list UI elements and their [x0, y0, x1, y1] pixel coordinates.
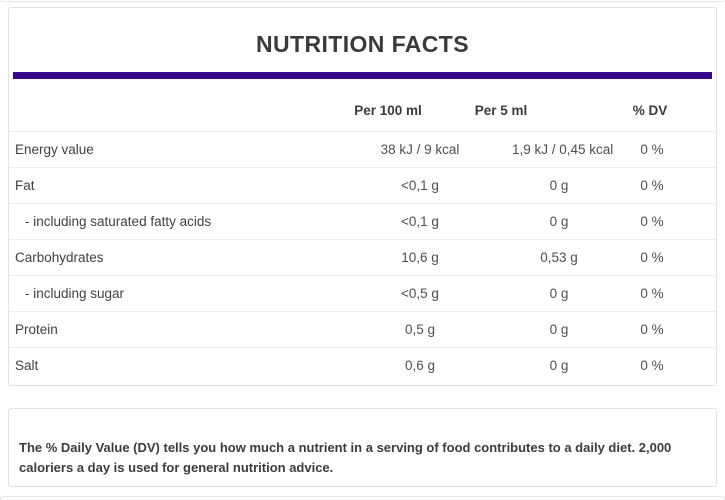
accent-bar [13, 72, 712, 79]
per-100ml-value: 38 kJ / 9 kcal [380, 142, 460, 157]
dv-value: 0 % [640, 358, 664, 373]
adjacent-card-top-edge [0, 0, 725, 2]
table-row: Salt 0,6 g 0 g 0 % [9, 347, 716, 383]
nutrient-label: Carbohydrates [15, 250, 104, 265]
nutrition-facts-card: NUTRITION FACTS Per 100 ml Per 5 ml % DV… [8, 7, 717, 386]
table-row: - including sugar <0,5 g 0 g 0 % [9, 275, 716, 311]
table-row: Energy value 38 kJ / 9 kcal 1,9 kJ / 0,4… [9, 131, 716, 167]
column-header-per-100ml: Per 100 ml [354, 102, 422, 118]
per-5ml-value: 0 g [549, 178, 569, 193]
daily-value-note-card: The % Daily Value (DV) tells you how muc… [8, 408, 717, 487]
per-100ml-value: 10,6 g [401, 250, 439, 265]
per-5ml-value: 0,53 g [540, 250, 578, 265]
per-100ml-value: <0,1 g [401, 214, 439, 229]
dv-value: 0 % [640, 214, 664, 229]
dv-value: 0 % [640, 142, 664, 157]
per-5ml-value: 0 g [549, 322, 569, 337]
per-100ml-value: 0,6 g [404, 358, 436, 373]
per-100ml-value: <0,1 g [401, 178, 439, 193]
per-5ml-value: 0 g [549, 214, 569, 229]
dv-value: 0 % [640, 178, 664, 193]
per-5ml-value: 0 g [549, 358, 569, 373]
column-header-per-5ml: Per 5 ml [474, 102, 528, 118]
dv-value: 0 % [640, 250, 664, 265]
column-header-dv: % DV [632, 102, 668, 118]
nutrient-label: Protein [15, 322, 58, 337]
per-100ml-value: 0,5 g [404, 322, 436, 337]
dv-value: 0 % [640, 286, 664, 301]
nutrient-label: Energy value [15, 142, 94, 157]
table-row: Protein 0,5 g 0 g 0 % [9, 311, 716, 347]
table-row: Carbohydrates 10,6 g 0,53 g 0 % [9, 239, 716, 275]
nutrition-facts-title: NUTRITION FACTS [256, 31, 469, 57]
nutrient-label: - including sugar [25, 286, 125, 301]
adjacent-card-bottom-edge [0, 496, 725, 500]
dv-value: 0 % [640, 322, 664, 337]
table-body: Energy value 38 kJ / 9 kcal 1,9 kJ / 0,4… [9, 131, 716, 383]
per-100ml-value: <0,5 g [401, 286, 439, 301]
table-row: - including saturated fatty acids <0,1 g… [9, 203, 716, 239]
table-row: Fat <0,1 g 0 g 0 % [9, 167, 716, 203]
nutrient-label: Salt [15, 358, 39, 373]
per-5ml-value: 0 g [549, 286, 569, 301]
nutrient-label: - including saturated fatty acids [25, 214, 212, 229]
per-5ml-value: 1,9 kJ / 0,45 kcal [512, 142, 614, 157]
daily-value-note: The % Daily Value (DV) tells you how muc… [19, 440, 672, 475]
nutrient-label: Fat [15, 178, 35, 193]
table-header-row: Per 100 ml Per 5 ml % DV [9, 79, 716, 131]
